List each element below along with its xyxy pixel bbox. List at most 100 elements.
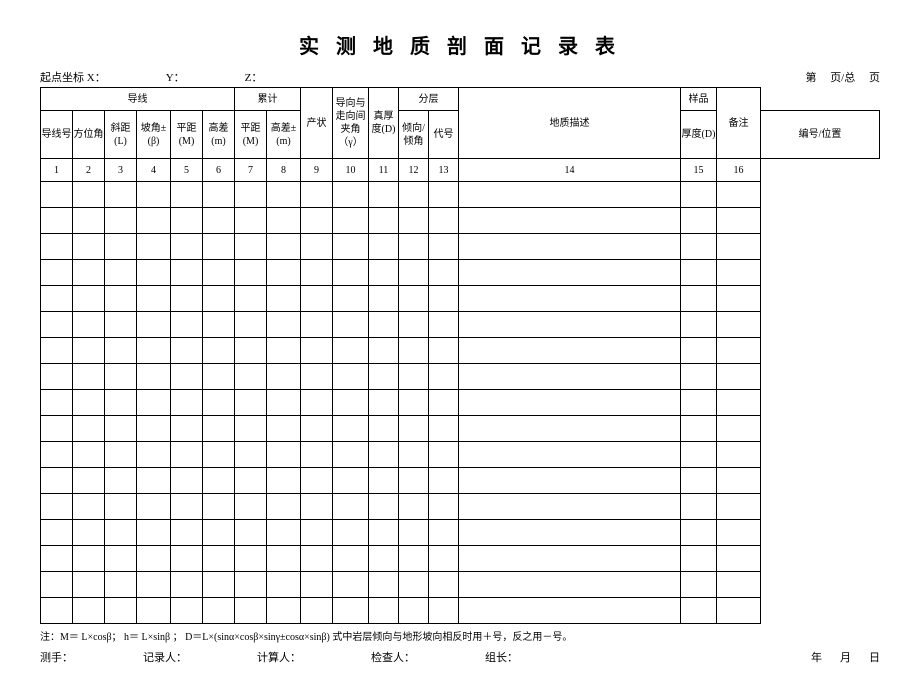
table-cell xyxy=(369,260,399,286)
table-cell xyxy=(681,416,717,442)
col-num: 8 xyxy=(267,159,301,182)
table-cell xyxy=(203,208,235,234)
table-cell xyxy=(105,260,137,286)
table-row xyxy=(41,546,880,572)
table-cell xyxy=(41,208,73,234)
table-cell xyxy=(717,364,761,390)
table-cell xyxy=(41,494,73,520)
table-cell xyxy=(301,468,333,494)
table-cell xyxy=(267,598,301,624)
table-cell xyxy=(369,234,399,260)
table-cell xyxy=(203,572,235,598)
table-cell xyxy=(105,442,137,468)
table-cell xyxy=(41,260,73,286)
table-cell xyxy=(203,598,235,624)
table-cell xyxy=(333,234,369,260)
col-num: 9 xyxy=(301,159,333,182)
table-cell xyxy=(459,546,681,572)
nian-label: 年 xyxy=(811,649,822,665)
table-cell xyxy=(717,494,761,520)
th-pjm: 平距(M) xyxy=(171,111,203,159)
table-cell xyxy=(41,572,73,598)
table-cell xyxy=(399,546,429,572)
table-cell xyxy=(459,234,681,260)
table-cell xyxy=(681,234,717,260)
table-cell xyxy=(267,364,301,390)
table-row xyxy=(41,208,880,234)
table-cell xyxy=(171,338,203,364)
table-cell xyxy=(105,234,137,260)
table-cell xyxy=(717,182,761,208)
table-row xyxy=(41,286,880,312)
ri-label: 日 xyxy=(869,649,880,665)
table-cell xyxy=(459,390,681,416)
table-cell xyxy=(73,494,105,520)
table-cell xyxy=(203,260,235,286)
table-cell xyxy=(171,234,203,260)
table-row xyxy=(41,390,880,416)
table-cell xyxy=(137,182,171,208)
table-cell xyxy=(105,598,137,624)
table-cell xyxy=(681,390,717,416)
table-cell xyxy=(369,416,399,442)
table-cell xyxy=(137,468,171,494)
table-cell xyxy=(137,520,171,546)
table-cell xyxy=(717,598,761,624)
table-row xyxy=(41,234,880,260)
table-cell xyxy=(333,390,369,416)
table-cell xyxy=(717,442,761,468)
table-cell xyxy=(369,390,399,416)
table-cell xyxy=(301,364,333,390)
table-cell xyxy=(41,312,73,338)
table-cell xyxy=(429,208,459,234)
table-cell xyxy=(235,546,267,572)
table-cell xyxy=(717,234,761,260)
table-cell xyxy=(333,520,369,546)
table-cell xyxy=(717,390,761,416)
table-cell xyxy=(73,546,105,572)
table-cell xyxy=(73,364,105,390)
th-zhenhoudu: 真厚度(D) xyxy=(369,88,399,159)
table-row xyxy=(41,416,880,442)
jisuanren-label: 计算人： xyxy=(257,649,301,665)
note-text: 注：M＝ L×cosβ； h＝ L×sinβ ； D＝L×(sinα×cosβ×… xyxy=(40,628,880,643)
col-num: 4 xyxy=(137,159,171,182)
table-cell xyxy=(203,494,235,520)
table-cell xyxy=(235,572,267,598)
table-cell xyxy=(105,286,137,312)
table-cell xyxy=(429,286,459,312)
col-num: 12 xyxy=(399,159,429,182)
table-cell xyxy=(41,390,73,416)
table-cell xyxy=(681,208,717,234)
col-num: 15 xyxy=(681,159,717,182)
table-cell xyxy=(681,442,717,468)
table-cell xyxy=(301,442,333,468)
table-cell xyxy=(333,598,369,624)
table-cell xyxy=(681,546,717,572)
table-cell xyxy=(301,572,333,598)
table-cell xyxy=(399,234,429,260)
table-cell xyxy=(399,364,429,390)
table-cell xyxy=(369,468,399,494)
coord-z-label: Z： xyxy=(245,69,263,85)
table-cell xyxy=(171,260,203,286)
th-beizhu: 备注 xyxy=(717,88,761,159)
table-cell xyxy=(137,546,171,572)
table-cell xyxy=(333,182,369,208)
table-cell xyxy=(429,520,459,546)
table-cell xyxy=(171,286,203,312)
th-xj: 斜距(L) xyxy=(105,111,137,159)
th-qx: 倾向/倾角 xyxy=(399,111,429,159)
table-cell xyxy=(429,312,459,338)
table-cell xyxy=(369,442,399,468)
table-cell xyxy=(267,390,301,416)
table-cell xyxy=(73,416,105,442)
col-num: 16 xyxy=(717,159,761,182)
table-cell xyxy=(267,468,301,494)
table-row xyxy=(41,364,880,390)
table-cell xyxy=(41,338,73,364)
table-cell xyxy=(459,416,681,442)
table-cell xyxy=(399,572,429,598)
table-cell xyxy=(105,494,137,520)
table-cell xyxy=(73,260,105,286)
